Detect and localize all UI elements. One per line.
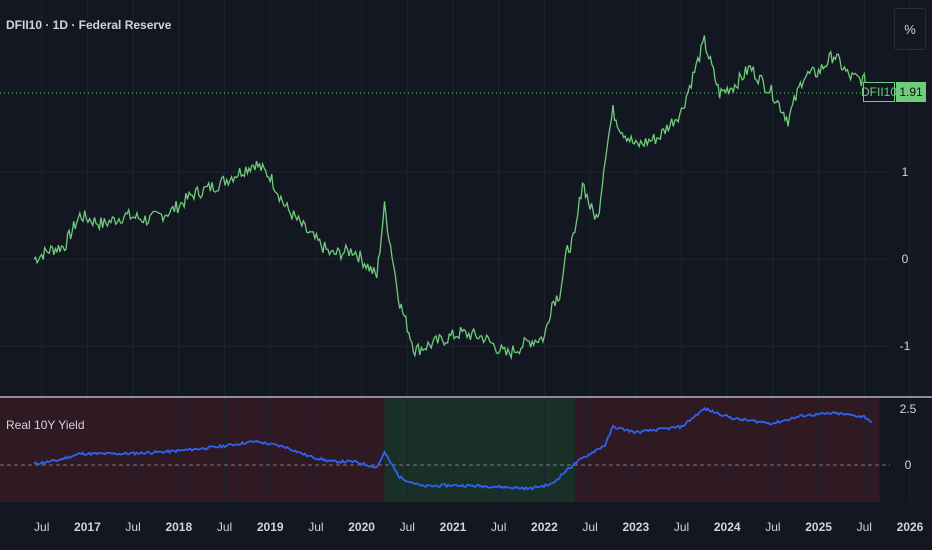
x-tick-label: Jul — [125, 520, 140, 534]
x-tick-label: Jul — [674, 520, 689, 534]
main-y-tick-label: 1 — [902, 165, 909, 179]
x-tick-label: Jul — [308, 520, 323, 534]
dfii10-series-line — [33, 35, 873, 361]
chart-title: DFII10 · 1D · Federal Reserve — [6, 18, 172, 32]
percent-scale-button[interactable]: % — [894, 8, 926, 50]
x-tick-label: 2022 — [531, 520, 558, 534]
x-tick-label: 2023 — [622, 520, 649, 534]
x-tick-label: 2024 — [714, 520, 741, 534]
x-tick-label: Jul — [857, 520, 872, 534]
x-tick-label: Jul — [491, 520, 506, 534]
x-tick-label: Jul — [400, 520, 415, 534]
sub-y-tick-label: 0 — [905, 458, 912, 472]
x-tick-label: Jul — [34, 520, 49, 534]
x-tick-label: 2018 — [165, 520, 192, 534]
last-value-price-tag: 1.91 — [896, 82, 926, 102]
x-tick-label: Jul — [582, 520, 597, 534]
last-value-series-tag: DFII10 — [861, 82, 897, 102]
x-tick-label: 2021 — [440, 520, 467, 534]
x-tick-label: Jul — [765, 520, 780, 534]
x-tick-label: 2020 — [348, 520, 375, 534]
x-tick-label: Jul — [217, 520, 232, 534]
indicator-title: Real 10Y Yield — [6, 418, 85, 432]
x-tick-label: 2026 — [897, 520, 924, 534]
x-tick-label: 2025 — [805, 520, 832, 534]
x-tick-label: 2019 — [257, 520, 284, 534]
main-y-tick-label: 0 — [902, 252, 909, 266]
x-tick-label: 2017 — [74, 520, 101, 534]
main-y-tick-label: -1 — [900, 339, 911, 353]
sub-y-tick-label: 2.5 — [900, 402, 917, 416]
real-10y-yield-line — [33, 406, 873, 492]
